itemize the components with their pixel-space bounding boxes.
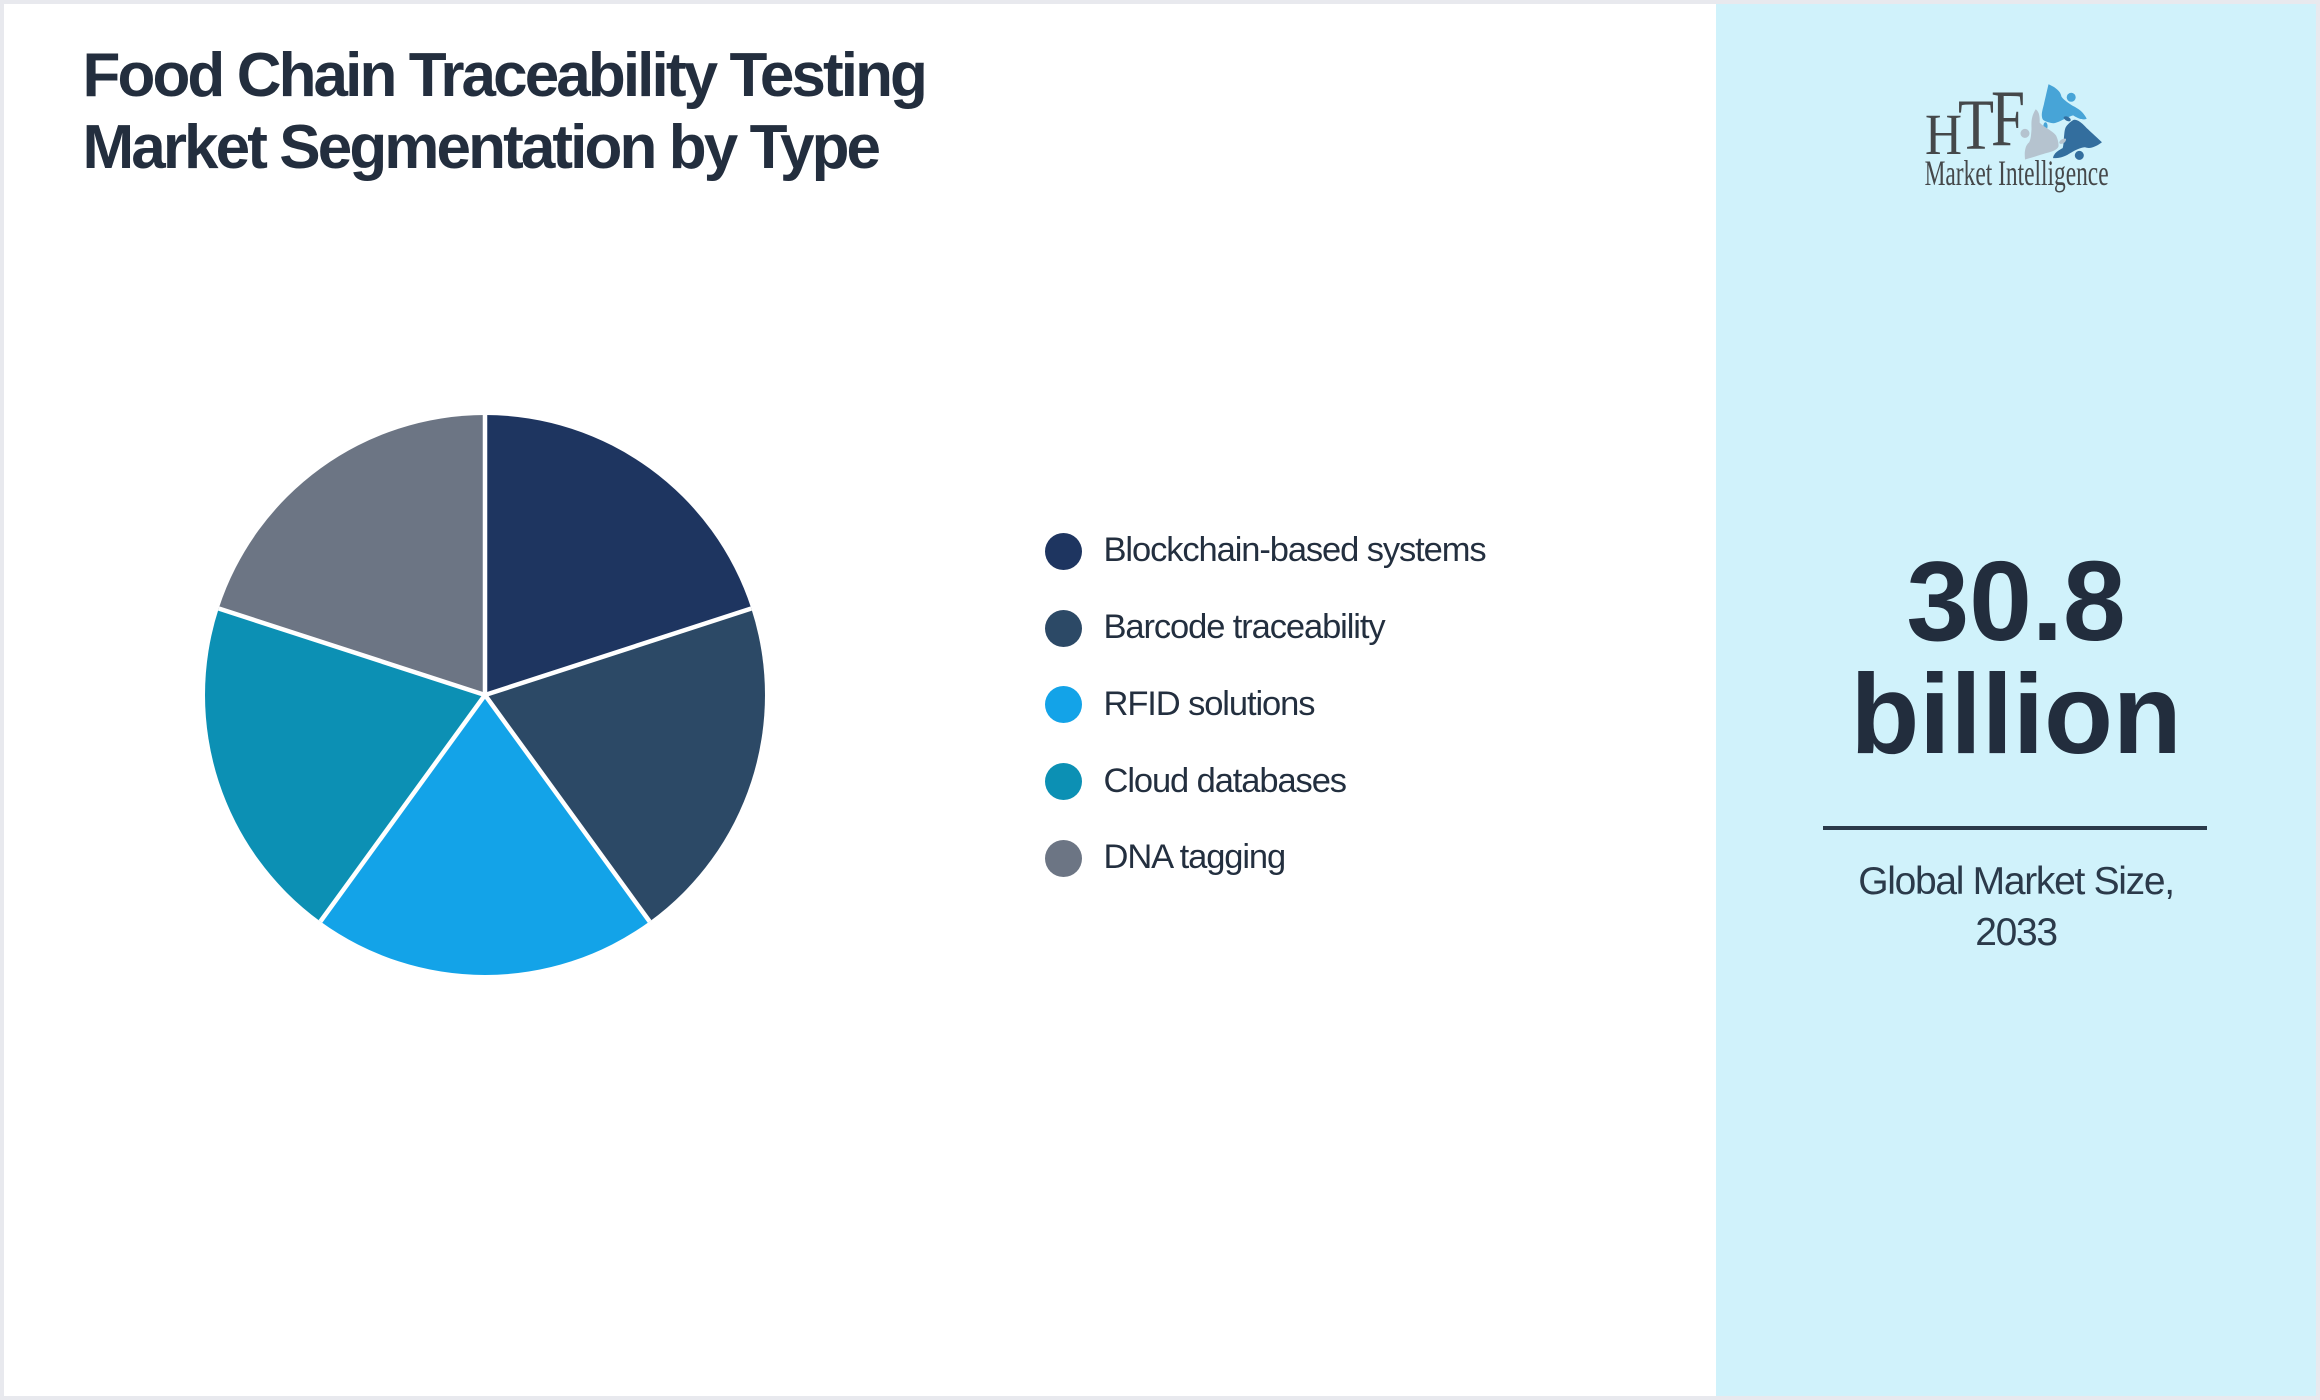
svg-text:H: H (1925, 102, 1962, 167)
svg-text:T: T (1958, 84, 1994, 164)
svg-text:F: F (1991, 75, 2025, 163)
